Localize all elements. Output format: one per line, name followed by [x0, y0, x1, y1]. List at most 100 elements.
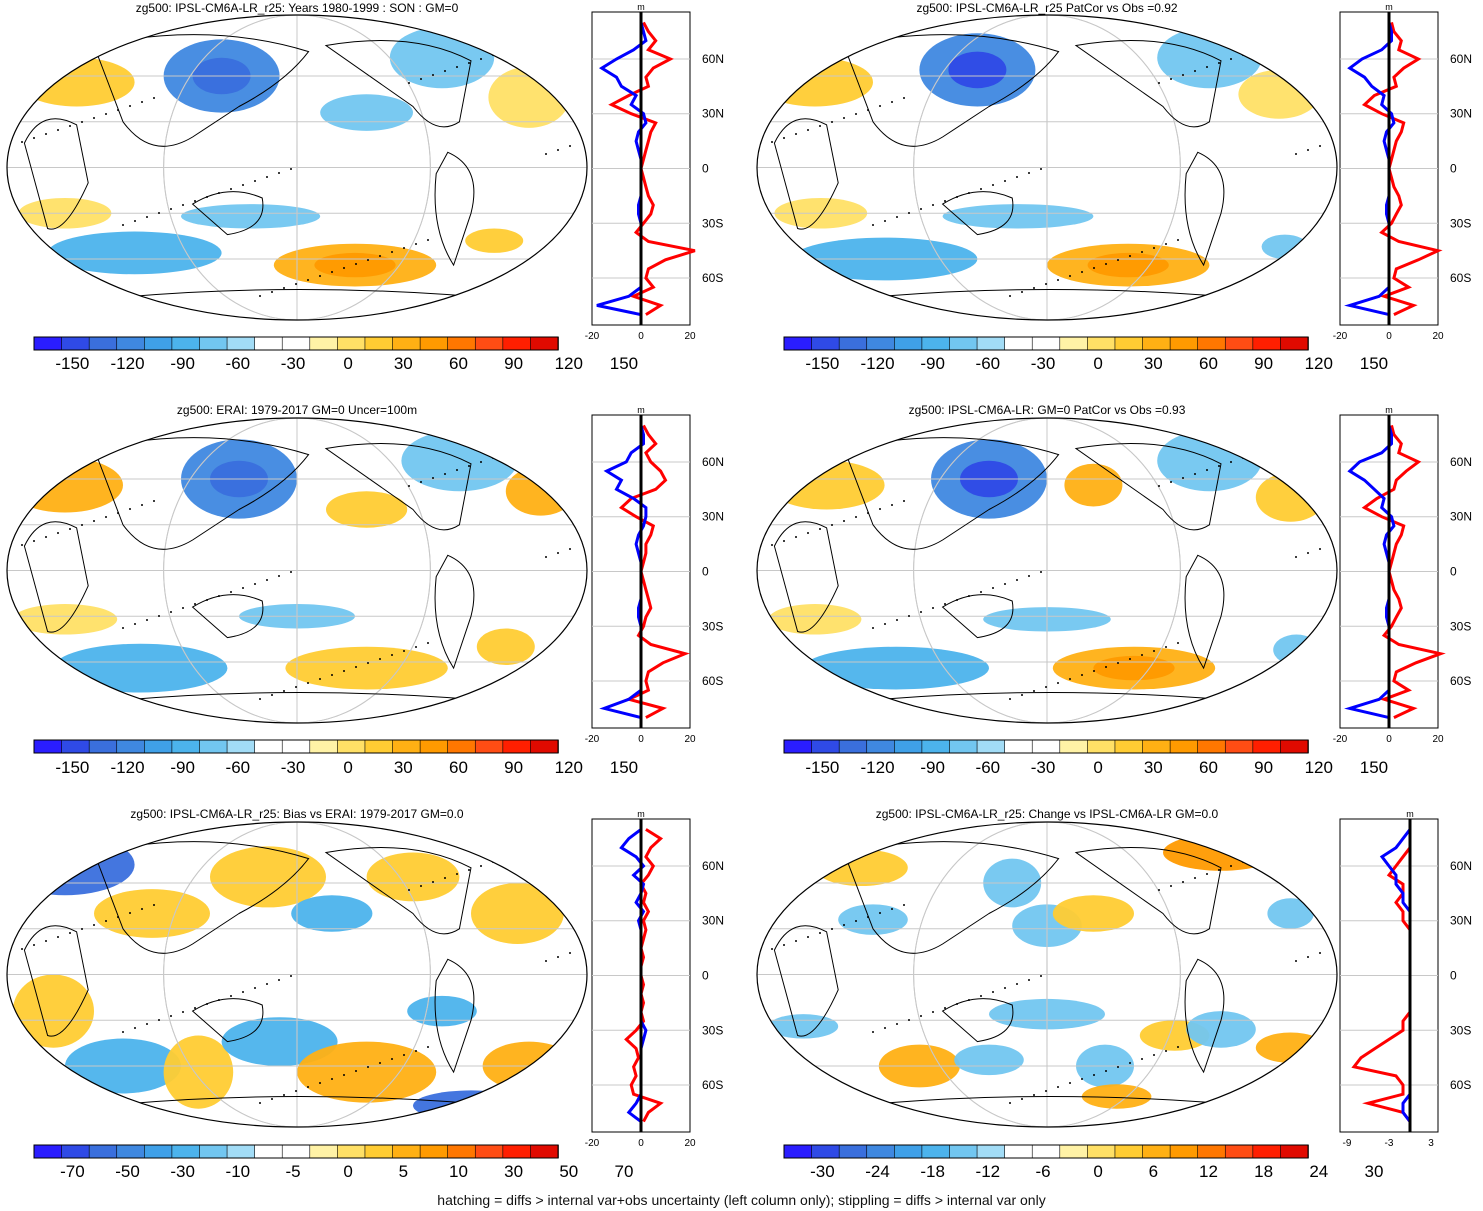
- stipple-dot: [891, 504, 893, 506]
- stipple-dot: [1290, 38, 1292, 40]
- stipple-dot: [170, 208, 172, 210]
- stipple-dot: [343, 267, 345, 269]
- stipple-dot: [45, 133, 47, 135]
- longitude-gridline: [163, 15, 431, 320]
- stipple-dot: [1057, 1086, 1059, 1088]
- stipple-dot: [1153, 650, 1155, 652]
- stipple-dot: [795, 940, 797, 942]
- stipple-dot: [908, 212, 910, 214]
- profile-unit-label: m: [637, 405, 645, 415]
- coastline: [1074, 846, 1222, 935]
- profile-y-tick-label: 60S: [1450, 271, 1471, 285]
- stipple-dot: [1290, 845, 1292, 847]
- colorbar-tick-label: 60: [1199, 758, 1218, 777]
- colorbar-swatch: [838, 1144, 868, 1159]
- profile-x-tick-label: 20: [684, 734, 696, 745]
- colorbar-tick-label: 90: [1254, 758, 1273, 777]
- stipple-dot: [427, 239, 429, 241]
- stipple-dot: [242, 991, 244, 993]
- anomaly-region: [1267, 898, 1314, 929]
- stipple-dot: [1302, 841, 1304, 843]
- stipple-dot: [122, 627, 124, 629]
- anomaly-region: [505, 466, 576, 516]
- stipple-dot: [1177, 239, 1179, 241]
- stipple-dot: [1314, 837, 1316, 839]
- stipple-dot: [944, 1007, 946, 1009]
- colorbar-tick-label: 50: [559, 1162, 578, 1181]
- stipple-dot: [141, 101, 143, 103]
- colorbar-swatch: [949, 739, 978, 754]
- stipple-dot: [45, 536, 47, 538]
- colorbar-swatch: [33, 1144, 63, 1159]
- colorbar-swatch: [894, 336, 923, 351]
- colorbar-swatch: [61, 1144, 90, 1159]
- stipple-dot: [1028, 172, 1030, 174]
- profile-y-tick-label: 60N: [1450, 455, 1472, 469]
- colorbar-swatch: [866, 1144, 896, 1159]
- colorbar-tick-label: -24: [865, 1162, 890, 1181]
- colorbar-swatch: [337, 336, 366, 351]
- colorbar-tick-label: 12: [1199, 1162, 1218, 1181]
- colorbar-swatch: [921, 336, 951, 351]
- stipple-dot: [1266, 449, 1268, 451]
- longitude-gridline: [913, 418, 1181, 723]
- stipple-dot: [420, 885, 422, 887]
- colorbar-border: [33, 336, 559, 351]
- stipple-dot: [516, 449, 518, 451]
- stipple-dot: [170, 1015, 172, 1017]
- stipple-dot: [956, 196, 958, 198]
- stipple-dot: [1218, 869, 1220, 871]
- colorbar-swatch: [976, 739, 1006, 754]
- stipple-dot: [1040, 168, 1042, 170]
- colorbar-swatch: [811, 739, 840, 754]
- stipple-dot: [1009, 698, 1011, 700]
- colorbar-swatch: [1224, 336, 1254, 351]
- coastline: [1074, 39, 1222, 128]
- stipple-dot: [218, 999, 220, 1001]
- stipple-dot: [331, 271, 333, 273]
- stipple-dot: [1129, 658, 1131, 660]
- stipple-dot: [855, 516, 857, 518]
- stipple-dot: [278, 979, 280, 981]
- stipple-dot: [319, 1082, 321, 1084]
- coastline: [23, 118, 89, 230]
- stipple-dot: [564, 837, 566, 839]
- profile-y-tick-label: 30S: [1450, 1023, 1471, 1037]
- stipple-dot: [819, 932, 821, 934]
- colorbar-swatch: [474, 1144, 504, 1159]
- colorbar-swatch: [447, 739, 477, 754]
- stipple-dot: [456, 873, 458, 875]
- stipple-dot: [1105, 666, 1107, 668]
- colorbar-tick-label: -50: [115, 1162, 140, 1181]
- profile-x-tick-label: -3: [1385, 1138, 1394, 1149]
- stipple-dot: [908, 1019, 910, 1021]
- stipple-dot: [254, 987, 256, 989]
- stipple-dot: [1278, 445, 1280, 447]
- colorbar-swatch: [171, 739, 201, 754]
- coastline: [23, 925, 89, 1037]
- stipple-dot: [1033, 690, 1035, 692]
- colorbar-swatch: [1280, 739, 1309, 754]
- anomaly-region: [12, 974, 94, 1048]
- colorbar-swatch: [530, 739, 559, 754]
- stipple-dot: [1218, 62, 1220, 64]
- stipple-dot: [367, 662, 369, 664]
- stipple-dot: [307, 682, 309, 684]
- stipple-dot: [884, 220, 886, 222]
- stipple-dot: [1081, 674, 1083, 676]
- anomaly-region: [1064, 463, 1123, 507]
- anomaly-region: [18, 57, 135, 107]
- stipple-dot: [69, 125, 71, 127]
- colorbar-swatch: [1004, 739, 1034, 754]
- stipple-dot: [920, 1015, 922, 1017]
- stipple-dot: [920, 208, 922, 210]
- anomaly-region: [1052, 895, 1134, 932]
- stipple-dot: [403, 1054, 405, 1056]
- colorbar: -150 -120 -90 -60 -30 0 30 60 90 120 150: [33, 739, 638, 777]
- stipple-dot: [956, 1003, 958, 1005]
- stipple-dot: [218, 192, 220, 194]
- stipple-dot: [872, 1031, 874, 1033]
- stipple-dot: [432, 881, 434, 883]
- profile-y-tick-label: 60S: [702, 1078, 723, 1092]
- stipple-dot: [1045, 283, 1047, 285]
